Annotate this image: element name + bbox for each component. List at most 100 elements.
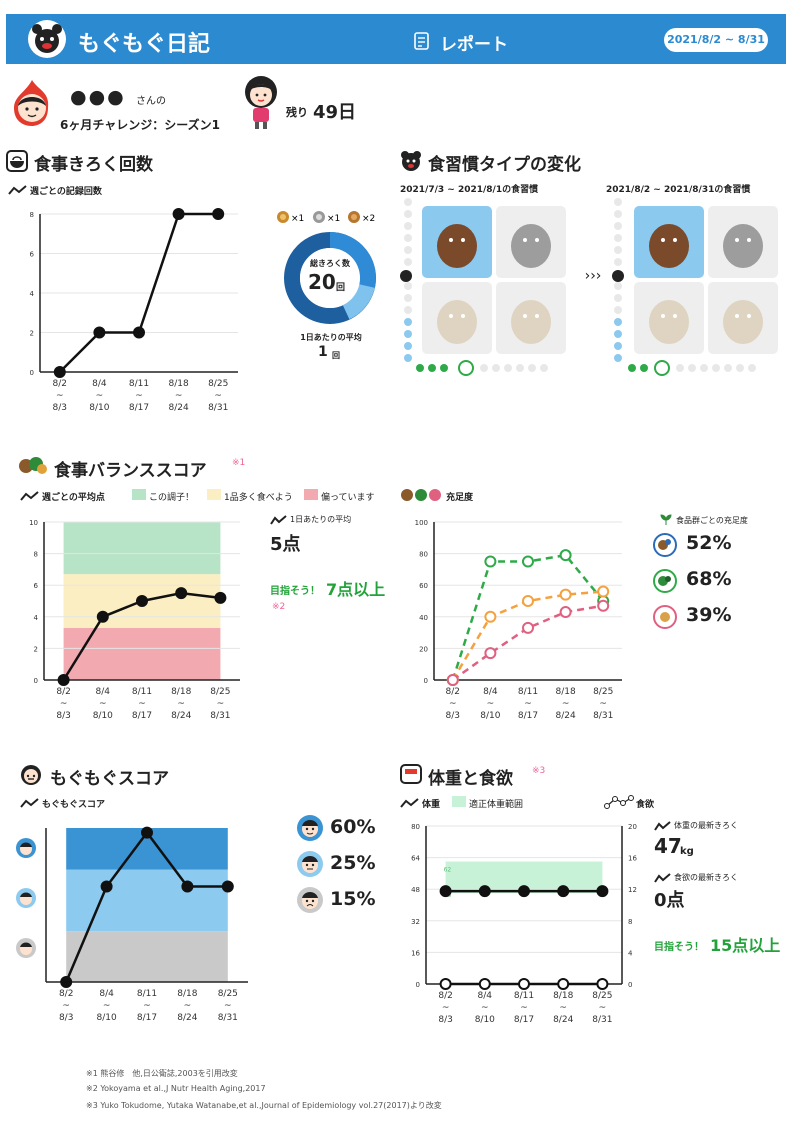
data-point [93, 326, 106, 339]
data-point [484, 555, 497, 568]
x-tick-label: 8/11 [514, 991, 534, 1001]
girl-avatar-icon [245, 76, 277, 129]
balance-avg-value: 5点 [270, 534, 301, 555]
data-point [557, 885, 570, 898]
after-animal-icon-0 [649, 224, 689, 268]
x-tick-label: 8/3 [53, 403, 67, 413]
group-fill-label: 食品群ごとの充足度 [676, 516, 748, 525]
mogu-face-icon [21, 765, 41, 785]
data-point [518, 978, 530, 990]
mogu-level-mid-icon [297, 851, 323, 877]
footnote-2: ※2 Yokoyama et al.,J Nutr Health Aging,2… [86, 1084, 266, 1093]
x-tick-label: 8/31 [218, 1013, 238, 1023]
y-tick-label: 0 [30, 369, 34, 377]
latest-weight-value: 47 [654, 834, 682, 858]
score-dot-empty [528, 364, 536, 372]
type-dot [614, 306, 622, 314]
x-tick-label: 8/18 [553, 991, 573, 1001]
type-dot [404, 330, 412, 338]
y-tick-label: 4 [30, 290, 35, 298]
vegetable-group-icon [653, 569, 677, 593]
data-point [181, 880, 194, 893]
mogu-legend: もぐもぐスコア [42, 800, 106, 810]
data-point [559, 588, 572, 601]
badge-count-bronze: ×2 [362, 214, 375, 224]
x-tick-label: ~ [175, 391, 183, 401]
y-tick-label: 0 [416, 981, 420, 989]
x-tick-label: ~ [562, 699, 570, 709]
type-dot [404, 282, 412, 290]
mogu-axis-face-hair [20, 842, 32, 847]
badge-count-gold: ×1 [291, 214, 304, 224]
x-tick-label: 8/11 [137, 989, 157, 999]
data-point [557, 978, 570, 990]
before-cell-1 [496, 206, 566, 278]
zone-bad-label: 偏っています [321, 493, 375, 503]
before-animal-eye [449, 238, 453, 242]
after-animal-eye [735, 314, 739, 318]
data-point [60, 976, 73, 988]
data-point [439, 978, 452, 990]
before-animal-eye [535, 238, 539, 242]
after-animal-eye [661, 238, 665, 242]
meals-line-chart: 0 2 4 6 8 8/2 ~8/3 8/4 ~8/10 8/11 ~8/17 8/18 ~8/24 8/… [30, 208, 238, 413]
x-tick-label: 8/25 [210, 687, 230, 697]
y-tick-label: 4 [34, 614, 39, 622]
appetite-target-value: 15点以上 [710, 936, 781, 955]
footnote-1: ※1 熊谷修 他,日公衛誌,2003を引用改変 [86, 1069, 238, 1078]
weight-section-title: 体重と食欲 [428, 769, 513, 789]
latest-appetite-value: 0点 [654, 890, 685, 911]
before-animal-eye [449, 314, 453, 318]
data-point [597, 585, 610, 598]
grain-fill-value: 52% [686, 532, 732, 554]
x-tick-label: 8/10 [89, 403, 109, 413]
score-marker-icon [654, 360, 670, 376]
y-tick-label: 16 [411, 949, 420, 957]
x-tick-label: 8/2 [59, 989, 73, 999]
line-legend-icon [8, 185, 27, 195]
avg-meals-unit: 回 [332, 351, 340, 360]
data-point [596, 885, 609, 898]
x-tick-label: ~ [138, 699, 146, 709]
x-tick-label: 8/4 [96, 687, 111, 697]
food-groups-icon [401, 489, 441, 501]
x-tick-label: 8/31 [208, 403, 228, 413]
bear-logo-icon [28, 20, 66, 58]
x-tick-label: 8/4 [483, 687, 498, 697]
appetite-legend: 食欲 [636, 800, 655, 810]
protein-fill-value: 39% [686, 604, 732, 626]
x-tick-label: 8/25 [218, 989, 238, 999]
y2-tick-label: 12 [628, 886, 637, 894]
fill-rate-line-chart: 0 20 40 60 80 100 8/2 ~8/3 8/4 ~8/10 8/11 ~8/17 8/18… [415, 519, 622, 721]
data-point [559, 606, 572, 619]
x-tick-label: ~ [487, 699, 495, 709]
x-tick-label: 8/11 [132, 687, 152, 697]
mogu-level-low-value: 15% [330, 888, 376, 910]
y-tick-label: 2 [30, 330, 34, 338]
x-tick-label: 8/24 [168, 403, 188, 413]
x-tick-label: ~ [135, 391, 143, 401]
score-dot-empty [748, 364, 756, 372]
x-tick-label: 8/11 [518, 687, 538, 697]
meals-section-title: 食事きろく回数 [34, 155, 153, 175]
habit-section-title: 食習慣タイプの変化 [428, 155, 581, 175]
score-dot-empty [724, 364, 732, 372]
x-tick-label: ~ [103, 1001, 111, 1011]
scale-icon [400, 764, 422, 784]
food-group-icon [19, 457, 47, 474]
weight-legend: 体重 [422, 800, 441, 810]
mogu-level-mid-value: 25% [330, 852, 376, 874]
y2-tick-label: 8 [628, 918, 632, 926]
score-dot-empty [712, 364, 720, 372]
data-point [212, 208, 225, 220]
zone-good-label: この調子！ [149, 493, 195, 503]
score-dot-empty [688, 364, 696, 372]
after-animal-eye [747, 314, 751, 318]
type-dot [614, 282, 622, 290]
type-dot [404, 354, 412, 362]
x-tick-label: ~ [442, 1003, 450, 1013]
x-tick-label: 8/24 [555, 711, 575, 721]
type-dot [404, 294, 412, 302]
x-tick-label: 8/31 [210, 711, 230, 721]
x-tick-label: 8/2 [438, 991, 452, 1001]
